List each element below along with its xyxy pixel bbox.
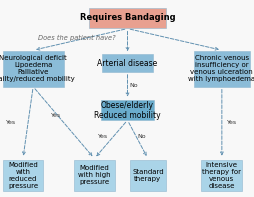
Text: Standard
therapy: Standard therapy — [132, 169, 163, 182]
Text: Yes: Yes — [51, 113, 61, 118]
FancyBboxPatch shape — [193, 51, 249, 87]
Text: Intensive
therapy for
venous
disease: Intensive therapy for venous disease — [202, 162, 240, 189]
Text: No: No — [137, 134, 145, 139]
FancyBboxPatch shape — [100, 100, 154, 120]
Text: No: No — [129, 83, 138, 88]
Text: Yes: Yes — [98, 134, 108, 139]
FancyBboxPatch shape — [89, 8, 165, 28]
Text: Chronic venous
insufficiency or
venous ulceration
with lymphoedema: Chronic venous insufficiency or venous u… — [187, 55, 254, 83]
Text: Yes: Yes — [6, 120, 17, 125]
Text: Modified
with
reduced
pressure: Modified with reduced pressure — [8, 162, 38, 189]
Text: Obese/elderly
Reduced mobility: Obese/elderly Reduced mobility — [94, 101, 160, 120]
FancyBboxPatch shape — [3, 51, 64, 87]
Text: Does the patient have?: Does the patient have? — [38, 35, 115, 42]
FancyBboxPatch shape — [201, 160, 241, 191]
Text: Arterial disease: Arterial disease — [97, 59, 157, 68]
Text: Modified
with high
pressure: Modified with high pressure — [78, 165, 110, 185]
Text: Neurological deficit
Lipoedema
Palliative
Frailty/reduced mobility: Neurological deficit Lipoedema Palliativ… — [0, 55, 74, 83]
Text: Yes: Yes — [226, 120, 236, 125]
FancyBboxPatch shape — [130, 160, 165, 191]
FancyBboxPatch shape — [102, 54, 152, 72]
FancyBboxPatch shape — [74, 160, 114, 191]
FancyBboxPatch shape — [3, 160, 43, 191]
Text: Requires Bandaging: Requires Bandaging — [79, 13, 175, 22]
